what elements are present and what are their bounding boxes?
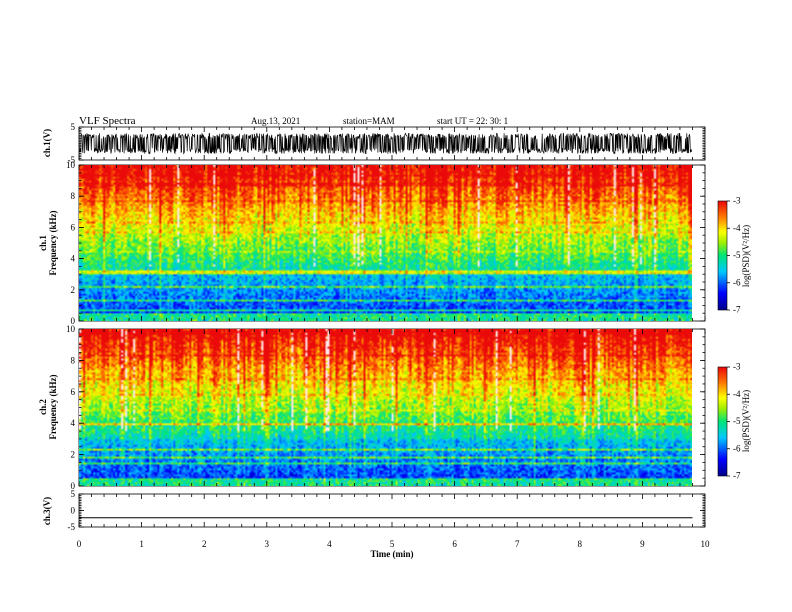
time-axis-label: Time (min) <box>370 549 413 559</box>
x-tick-label: 0 <box>77 539 82 549</box>
colorbar-tick-label: -3 <box>733 196 741 206</box>
x-tick-label: 3 <box>265 539 270 549</box>
y-tick-label: 4 <box>71 254 76 264</box>
y-tick-label: 0 <box>71 506 76 516</box>
station-label: station=MAM <box>343 116 395 126</box>
x-tick-label: 2 <box>202 539 207 549</box>
figure-title: VLF Spectra <box>79 115 136 127</box>
y-tick-label: 8 <box>71 355 76 365</box>
time-axis-labels: 0 1 2 3 4 5 6 7 8 9 10 <box>77 539 710 549</box>
y-tick-label: 8 <box>71 191 76 201</box>
ch1-wave-yaxis: 5 -5 <box>68 122 705 165</box>
colorbar-gradient <box>718 367 727 476</box>
y-tick-label: 6 <box>71 222 76 232</box>
ch1-spectrogram-image <box>79 165 692 321</box>
x-tick-label: 9 <box>640 539 645 549</box>
y-tick-label: 0 <box>71 481 76 491</box>
colorbar-gradient <box>718 201 727 310</box>
x-tick-label: 1 <box>139 539 144 549</box>
ch2-spec-yaxis: 0 2 4 6 8 10 <box>66 324 705 491</box>
colorbar-tick-label: -6 <box>733 277 741 287</box>
x-tick-label: 8 <box>578 539 583 549</box>
time-axis-ticks <box>78 127 706 527</box>
ch1-colorbar-ticks: -3 -4 -5 -6 -7 <box>727 196 741 315</box>
date-label: Aug.13, 2021 <box>251 116 300 126</box>
ch1-colorbar: -3 -4 -5 -6 -7 log(PSD)(V²/Hz) <box>717 196 751 315</box>
y-tick-label: 4 <box>71 418 76 428</box>
y-tick-label: 10 <box>66 160 76 170</box>
ch1-spectrogram-panel: 0 2 4 6 8 10 ch.1 Frequency (kHz) <box>38 160 706 326</box>
ch2-spec-ylabel2: Frequency (kHz) <box>48 374 58 439</box>
y-tick-label: 2 <box>71 285 76 295</box>
ch3-waveform-panel: 5 0 -5 ch.3(V) <box>42 489 706 532</box>
y-tick-label: 5 <box>71 489 76 499</box>
ch1-noise-path <box>78 132 693 155</box>
y-tick-label: -5 <box>68 522 76 532</box>
x-tick-label: 7 <box>515 539 520 549</box>
colorbar-tick-label: -4 <box>733 389 741 399</box>
ch2-spectrogram-panel: 0 2 4 6 8 10 ch.2 Frequency (kHz) <box>38 324 706 491</box>
y-tick-label: 2 <box>71 450 76 460</box>
colorbar-tick-label: -4 <box>733 223 741 233</box>
ch2-spec-ylabel1: ch.2 <box>38 399 48 415</box>
colorbar-tick-label: -3 <box>733 362 741 372</box>
start-ut-label: start UT = 22: 30: 1 <box>437 116 508 126</box>
y-tick-label: 6 <box>71 387 76 397</box>
ch1-wave-ylabel: ch.1(V) <box>42 129 52 157</box>
ch2-colorbar-label: log(PSD)(V²/Hz) <box>741 390 751 452</box>
x-tick-label: 6 <box>452 539 457 549</box>
ch3-wave-yaxis: 5 0 -5 <box>68 489 705 532</box>
y-tick-label: 10 <box>66 324 76 334</box>
y-tick-label: 0 <box>71 316 76 326</box>
ch1-spec-yaxis: 0 2 4 6 8 10 <box>66 160 705 326</box>
ch1-spec-ylabel1: ch.1 <box>38 235 48 251</box>
ch1-waveform-trace <box>78 132 693 155</box>
x-tick-label: 5 <box>390 539 395 549</box>
ch1-spec-ylabel2: Frequency (kHz) <box>48 210 58 275</box>
x-tick-label: 4 <box>327 539 332 549</box>
ch2-spectrogram-image <box>79 329 692 486</box>
colorbar-tick-label: -5 <box>733 416 741 426</box>
colorbar-tick-label: -5 <box>733 250 741 260</box>
ch1-waveform-panel: 5 -5 ch.1(V) <box>42 122 706 165</box>
ch1-colorbar-label: log(PSD)(V²/Hz) <box>741 225 751 287</box>
colorbar-tick-label: -7 <box>733 471 741 481</box>
y-tick-label: -5 <box>68 155 76 165</box>
x-tick-label: 10 <box>701 539 711 549</box>
colorbar-tick-label: -6 <box>733 443 741 453</box>
ch3-wave-ylabel: ch.3(V) <box>42 497 52 525</box>
colorbar-tick-label: -7 <box>733 305 741 315</box>
ch2-colorbar: -3 -4 -5 -6 -7 log(PSD)(V²/Hz) <box>717 362 751 481</box>
ch2-colorbar-ticks: -3 -4 -5 -6 -7 <box>727 362 741 481</box>
y-tick-label: 5 <box>71 122 76 132</box>
